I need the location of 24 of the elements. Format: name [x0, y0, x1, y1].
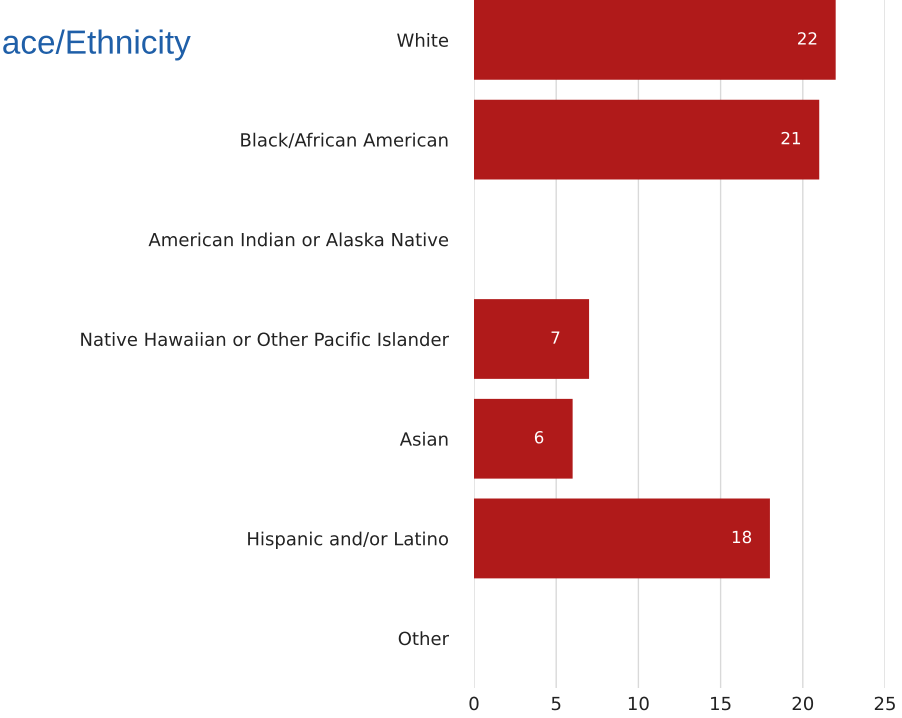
y-tick-label: Native Hawaiian or Other Pacific Islander — [81, 332, 449, 346]
y-tick-label: Asian — [400, 432, 448, 446]
y-tick-label: American Indian or Alaska Native — [148, 232, 448, 246]
x-tick-label: 5 — [552, 696, 560, 710]
x-tick-label: 10 — [628, 696, 649, 710]
data-label: 21 — [782, 132, 800, 144]
x-tick-label: 20 — [792, 696, 814, 710]
bar — [474, 299, 590, 379]
text: ace/Ethnicity — [3, 29, 191, 61]
y-tick-label: Black/African American — [241, 132, 448, 148]
bar — [474, 498, 770, 578]
data-label: 22 — [798, 32, 816, 44]
y-tick-label: Hispanic and/or Latino — [248, 532, 448, 550]
data-label: 7 — [552, 331, 560, 344]
y-tick-label: White — [397, 33, 448, 47]
bar — [474, 100, 820, 180]
x-tick-label: 15 — [711, 696, 731, 710]
y-tick-label: Other — [398, 631, 449, 646]
x-tick-label: 25 — [874, 696, 895, 710]
x-tick-label: 0 — [469, 696, 479, 710]
bar — [474, 398, 573, 479]
data-label: 18 — [732, 530, 752, 544]
bar — [474, 0, 836, 80]
data-label: 6 — [534, 430, 544, 444]
